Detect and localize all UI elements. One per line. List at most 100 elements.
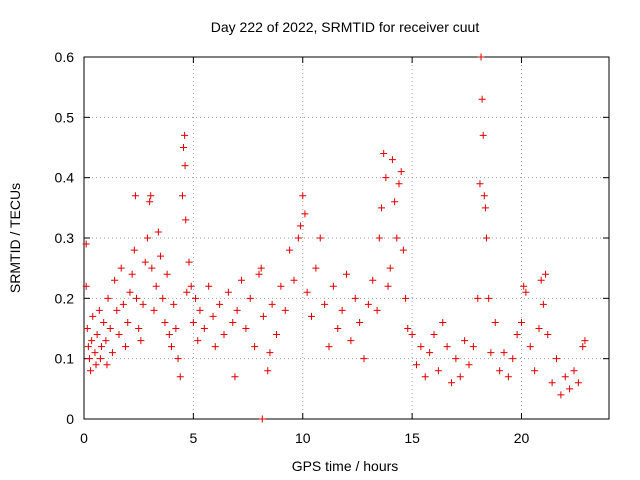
plot-frame xyxy=(83,56,610,420)
data-point xyxy=(185,258,193,266)
data-point xyxy=(303,288,311,296)
data-point xyxy=(189,318,197,326)
data-point xyxy=(131,192,139,200)
data-point xyxy=(421,373,429,381)
zero-marker xyxy=(258,415,266,423)
data-point xyxy=(87,367,95,375)
data-point xyxy=(443,343,451,351)
data-point xyxy=(259,312,267,320)
data-point xyxy=(364,300,372,308)
data-point xyxy=(117,264,125,272)
data-point xyxy=(137,337,145,345)
y-tick-label: 0.4 xyxy=(55,170,75,186)
data-point xyxy=(413,361,420,369)
data-point xyxy=(397,168,405,176)
data-point xyxy=(553,355,560,363)
data-point xyxy=(165,331,173,339)
data-point xyxy=(93,331,101,339)
data-point xyxy=(535,325,543,332)
x-tick-label: 20 xyxy=(514,430,530,446)
data-point xyxy=(461,337,469,345)
data-point xyxy=(106,325,114,332)
data-point xyxy=(386,264,394,272)
data-point xyxy=(382,174,390,182)
data-point xyxy=(187,282,195,290)
data-point xyxy=(430,331,438,339)
data-point xyxy=(321,300,329,308)
data-point xyxy=(146,198,154,206)
data-point xyxy=(496,367,504,375)
data-point xyxy=(487,349,495,357)
data-point xyxy=(286,246,294,254)
data-point xyxy=(465,361,473,369)
data-point xyxy=(294,234,302,242)
data-point xyxy=(196,306,204,314)
data-point xyxy=(380,150,388,158)
data-point xyxy=(312,264,320,272)
data-point xyxy=(479,131,487,139)
data-point xyxy=(537,276,545,284)
data-point xyxy=(194,337,202,345)
data-point xyxy=(329,282,337,290)
y-tick-label: 0.5 xyxy=(55,109,75,125)
data-point xyxy=(375,234,383,242)
data-point xyxy=(170,300,178,308)
data-point xyxy=(391,198,399,206)
data-point xyxy=(281,306,289,314)
data-point xyxy=(581,337,589,345)
data-point xyxy=(152,282,160,290)
data-point xyxy=(128,270,136,278)
data-point xyxy=(417,343,425,351)
data-point xyxy=(92,361,100,369)
data-point xyxy=(476,180,484,188)
x-tick-label: 5 xyxy=(189,430,197,446)
data-point xyxy=(233,306,241,314)
data-point xyxy=(139,300,147,308)
data-point xyxy=(163,270,171,278)
data-point xyxy=(388,156,396,164)
data-point xyxy=(148,264,156,272)
data-point xyxy=(548,379,556,387)
data-point xyxy=(404,325,412,332)
data-point xyxy=(224,288,232,296)
data-point xyxy=(351,294,359,302)
data-point xyxy=(157,252,165,260)
data-point xyxy=(209,312,217,320)
data-point xyxy=(126,288,134,296)
data-point xyxy=(174,355,182,363)
data-point xyxy=(216,300,224,308)
data-point xyxy=(399,246,407,254)
data-point xyxy=(531,367,539,375)
data-point xyxy=(95,306,103,314)
data-point xyxy=(251,343,259,351)
data-point xyxy=(122,343,130,351)
x-tick-label: 15 xyxy=(404,430,420,446)
x-tick-label: 0 xyxy=(80,430,88,446)
data-point xyxy=(143,234,151,242)
data-point xyxy=(264,367,272,375)
y-tick-label: 0.6 xyxy=(55,49,75,65)
data-point xyxy=(111,276,119,284)
data-point xyxy=(469,343,477,351)
data-point xyxy=(98,343,105,351)
data-point xyxy=(238,276,245,284)
data-point xyxy=(178,192,186,200)
data-point xyxy=(100,318,108,326)
data-point xyxy=(526,343,534,351)
data-point xyxy=(242,325,250,332)
data-point xyxy=(124,318,132,326)
data-point xyxy=(518,318,525,326)
chart-title: Day 222 of 2022, SRMTID for receiver cuu… xyxy=(211,19,480,35)
data-point xyxy=(229,318,237,326)
data-point xyxy=(133,294,140,302)
data-point xyxy=(231,373,239,381)
data-point xyxy=(500,349,508,357)
data-point xyxy=(273,331,280,339)
data-point xyxy=(180,144,188,151)
data-point xyxy=(325,343,333,351)
data-point xyxy=(84,343,92,351)
y-tick-label: 0 xyxy=(66,411,74,427)
grid xyxy=(84,57,609,419)
data-point xyxy=(89,312,97,320)
